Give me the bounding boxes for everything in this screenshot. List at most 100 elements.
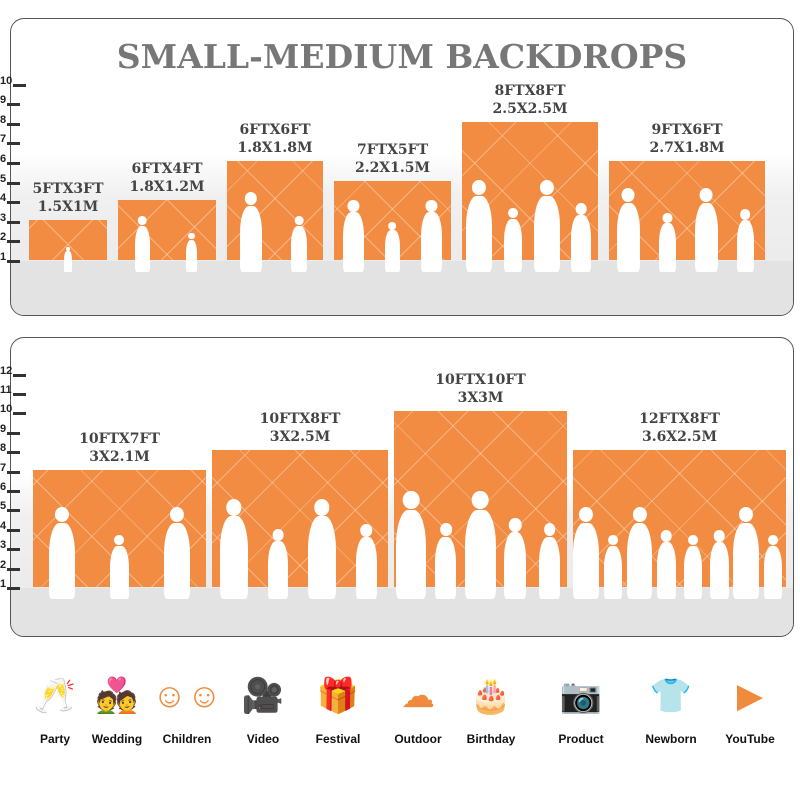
gift-box-icon: 🎁: [316, 677, 360, 715]
size-ft: 9FTX6FT: [651, 122, 723, 138]
axis-tick: 1: [0, 251, 21, 263]
axis-tick: 1: [0, 578, 21, 590]
use-youtube: ▶ YouTube: [715, 668, 785, 746]
size-label: 12FTX8FT 3.6X2.5M: [553, 410, 800, 446]
tick-label: 6: [0, 153, 7, 165]
axis-tick: 12: [0, 365, 27, 377]
people-silhouettes: [29, 236, 107, 272]
people-silhouettes: [462, 180, 598, 272]
tick-mark: [7, 122, 21, 126]
tick-mark: [12, 393, 26, 396]
use-label: YouTube: [725, 732, 775, 746]
person-silhouette: [503, 207, 522, 272]
usage-icons-row: 🥂 Party 💑 Wedding ☺☺ Children 🎥 Video 🎁 Festival ☁…: [0, 668, 800, 758]
tick-mark: [7, 548, 21, 552]
axis-tick: 8: [0, 442, 21, 455]
size-m: 3X2.1M: [89, 448, 150, 465]
use-label: Children: [162, 732, 212, 746]
use-label: Outdoor: [394, 732, 442, 746]
axis-tick: 9: [0, 94, 21, 107]
person-silhouette: [656, 530, 676, 599]
size-label: 6FTX6FT 1.8X1.8M: [207, 121, 343, 157]
tick-mark: [7, 162, 21, 165]
person-silhouette: [694, 188, 719, 272]
axis-tick: 9: [0, 422, 21, 435]
person-silhouette: [626, 507, 653, 599]
use-product: 📷 Product: [546, 668, 616, 746]
tick-mark: [7, 567, 21, 571]
use-label: Party: [39, 732, 71, 746]
person-silhouette: [659, 213, 676, 272]
person-silhouette: [503, 518, 527, 599]
person-silhouette: [355, 524, 377, 599]
person-silhouette: [421, 200, 442, 272]
person-silhouette: [186, 232, 197, 272]
size-label: 5FTX3FT 1.5X1M: [9, 180, 127, 216]
tick-label: 1: [0, 578, 7, 590]
person-silhouette: [164, 507, 191, 599]
person-silhouette: [343, 200, 364, 272]
person-silhouette: [48, 507, 75, 599]
use-festival: 🎁 Festival: [303, 668, 373, 746]
cloud-icon: ☁: [401, 677, 435, 715]
person-silhouette: [64, 246, 72, 272]
person-silhouette: [616, 188, 641, 272]
people-silhouettes: [118, 216, 216, 272]
use-birthday: 🎂 Birthday: [456, 668, 526, 746]
tick-mark: [7, 260, 21, 263]
tick-label: 2: [0, 558, 7, 571]
person-silhouette: [396, 491, 427, 599]
tick-mark: [7, 240, 21, 244]
size-m: 2.2X1.5M: [354, 159, 431, 176]
person-silhouette: [268, 529, 288, 599]
backdrop-size-bar[interactable]: [118, 200, 216, 260]
axis-tick: 10: [0, 403, 27, 416]
person-silhouette: [110, 534, 129, 599]
use-label: Birthday: [466, 732, 516, 746]
film-camera-icon: 🎥: [241, 677, 285, 715]
size-label: 7FTX5FT 2.2X1.5M: [314, 141, 471, 177]
tick-label: 7: [0, 461, 7, 474]
camera-icon: 📷: [559, 677, 603, 715]
tick-label: 10: [0, 74, 13, 87]
tick-mark: [13, 373, 27, 377]
tick-label: 8: [0, 442, 7, 455]
person-silhouette: [435, 523, 457, 599]
size-m: 1.5X1M: [37, 198, 99, 215]
tick-label: 6: [0, 481, 7, 493]
tick-mark: [7, 220, 21, 224]
use-wedding: 💑 Wedding: [82, 668, 152, 746]
tick-label: 11: [0, 384, 12, 396]
use-label: Newborn: [645, 732, 697, 746]
use-children: ☺☺ Children: [152, 668, 222, 746]
size-ft: 10FTX7FT: [79, 430, 160, 447]
people-silhouettes: [573, 507, 786, 599]
tick-label: 2: [0, 231, 7, 244]
tick-label: 7: [0, 133, 7, 146]
size-ft: 10FTX10FT: [435, 372, 526, 389]
axis-tick: 7: [0, 133, 21, 146]
tick-mark: [13, 83, 27, 87]
tick-mark: [7, 528, 21, 532]
people-silhouettes: [334, 200, 451, 272]
size-m: 2.5X2.5M: [492, 100, 568, 117]
tick-label: 4: [0, 519, 7, 532]
tick-mark: [7, 490, 21, 493]
play-button-icon: ▶: [736, 677, 764, 715]
person-silhouette: [308, 499, 336, 599]
person-silhouette: [736, 209, 755, 272]
person-silhouette: [239, 192, 263, 272]
tick-mark: [7, 181, 21, 185]
size-ft: 8FTX8FT: [494, 82, 566, 99]
person-silhouette: [291, 216, 307, 272]
axis-tick: 6: [0, 153, 21, 165]
size-ft: 12FTX8FT: [639, 411, 720, 428]
tick-label: 3: [0, 539, 7, 552]
person-silhouette: [733, 507, 759, 599]
person-silhouette: [571, 203, 591, 272]
axis-tick: 11: [0, 384, 26, 396]
people-silhouettes: [212, 499, 388, 599]
axis-tick: 3: [0, 539, 21, 552]
tick-label: 9: [0, 422, 7, 435]
tick-mark: [7, 103, 21, 107]
